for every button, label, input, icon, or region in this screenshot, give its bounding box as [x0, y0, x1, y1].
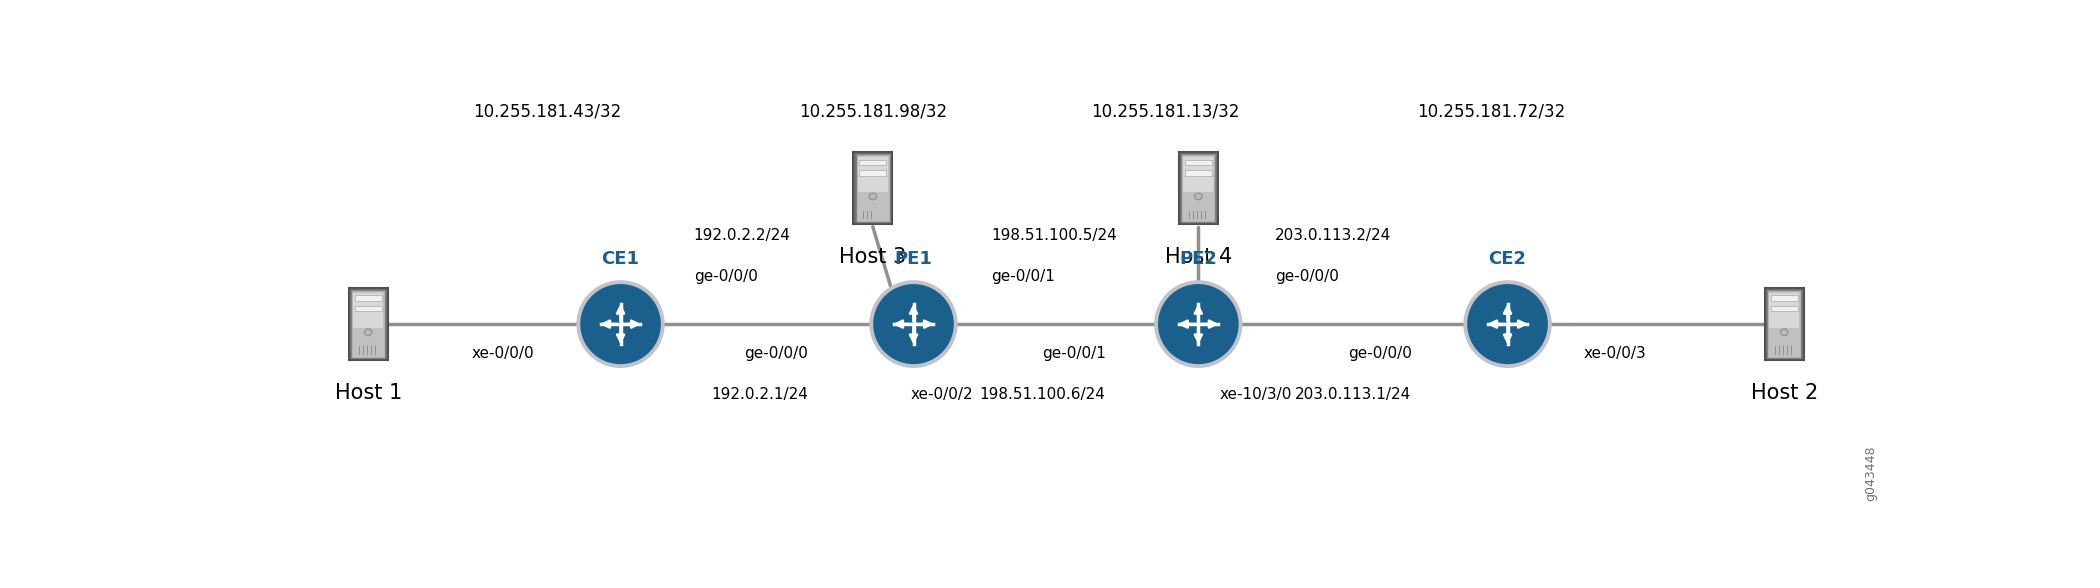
FancyBboxPatch shape	[353, 293, 384, 328]
FancyBboxPatch shape	[857, 155, 890, 222]
Ellipse shape	[869, 193, 876, 200]
Text: xe-10/3/0: xe-10/3/0	[1220, 387, 1292, 402]
FancyBboxPatch shape	[1184, 170, 1212, 176]
Text: 10.255.181.13/32: 10.255.181.13/32	[1092, 102, 1239, 121]
Ellipse shape	[1155, 280, 1243, 368]
Text: 10.255.181.43/32: 10.255.181.43/32	[472, 102, 622, 121]
Ellipse shape	[1468, 284, 1548, 364]
Text: g043448: g043448	[1865, 445, 1877, 501]
Text: CE2: CE2	[1489, 250, 1527, 269]
Text: 192.0.2.2/24: 192.0.2.2/24	[693, 228, 792, 243]
FancyBboxPatch shape	[1768, 293, 1800, 328]
Text: 10.255.181.98/32: 10.255.181.98/32	[798, 102, 947, 121]
Ellipse shape	[580, 284, 662, 364]
Text: Host 4: Host 4	[1166, 247, 1233, 267]
Ellipse shape	[1781, 329, 1787, 336]
Text: ge-0/0/0: ge-0/0/0	[1348, 346, 1411, 361]
FancyBboxPatch shape	[355, 306, 382, 312]
Text: ge-0/0/0: ge-0/0/0	[693, 269, 758, 284]
FancyBboxPatch shape	[859, 170, 886, 176]
FancyBboxPatch shape	[853, 152, 892, 225]
Text: ge-0/0/1: ge-0/0/1	[1042, 346, 1105, 361]
Text: Host 1: Host 1	[334, 383, 401, 403]
Text: 10.255.181.72/32: 10.255.181.72/32	[1418, 102, 1564, 121]
FancyBboxPatch shape	[1178, 152, 1218, 225]
Ellipse shape	[869, 280, 958, 368]
Ellipse shape	[874, 284, 953, 364]
Text: xe-0/0/3: xe-0/0/3	[1583, 346, 1646, 361]
Ellipse shape	[365, 329, 372, 336]
Ellipse shape	[575, 280, 666, 368]
Ellipse shape	[1157, 284, 1239, 364]
FancyBboxPatch shape	[351, 290, 384, 358]
Text: CE1: CE1	[601, 250, 640, 269]
Text: ge-0/0/1: ge-0/0/1	[991, 269, 1056, 284]
Ellipse shape	[1195, 193, 1201, 200]
Text: PE2: PE2	[1180, 250, 1218, 269]
Text: Host 2: Host 2	[1751, 383, 1819, 403]
FancyBboxPatch shape	[349, 288, 388, 360]
FancyBboxPatch shape	[1768, 290, 1802, 358]
Text: 198.51.100.5/24: 198.51.100.5/24	[991, 228, 1117, 243]
Text: 198.51.100.6/24: 198.51.100.6/24	[981, 387, 1105, 402]
Text: ge-0/0/0: ge-0/0/0	[743, 346, 808, 361]
FancyBboxPatch shape	[857, 157, 888, 192]
Text: 203.0.113.1/24: 203.0.113.1/24	[1296, 387, 1411, 402]
FancyBboxPatch shape	[1182, 155, 1216, 222]
Text: 192.0.2.1/24: 192.0.2.1/24	[710, 387, 808, 402]
Text: Host 3: Host 3	[840, 247, 907, 267]
FancyBboxPatch shape	[1182, 157, 1214, 192]
Text: ge-0/0/0: ge-0/0/0	[1275, 269, 1338, 284]
FancyBboxPatch shape	[1764, 288, 1804, 360]
Text: xe-0/0/0: xe-0/0/0	[472, 346, 536, 361]
Text: PE1: PE1	[895, 250, 932, 269]
Ellipse shape	[1464, 280, 1552, 368]
FancyBboxPatch shape	[859, 160, 886, 165]
FancyBboxPatch shape	[1184, 160, 1212, 165]
FancyBboxPatch shape	[355, 296, 382, 301]
Text: 203.0.113.2/24: 203.0.113.2/24	[1275, 228, 1390, 243]
FancyBboxPatch shape	[1770, 306, 1798, 312]
Text: xe-0/0/2: xe-0/0/2	[909, 387, 972, 402]
FancyBboxPatch shape	[1770, 296, 1798, 301]
